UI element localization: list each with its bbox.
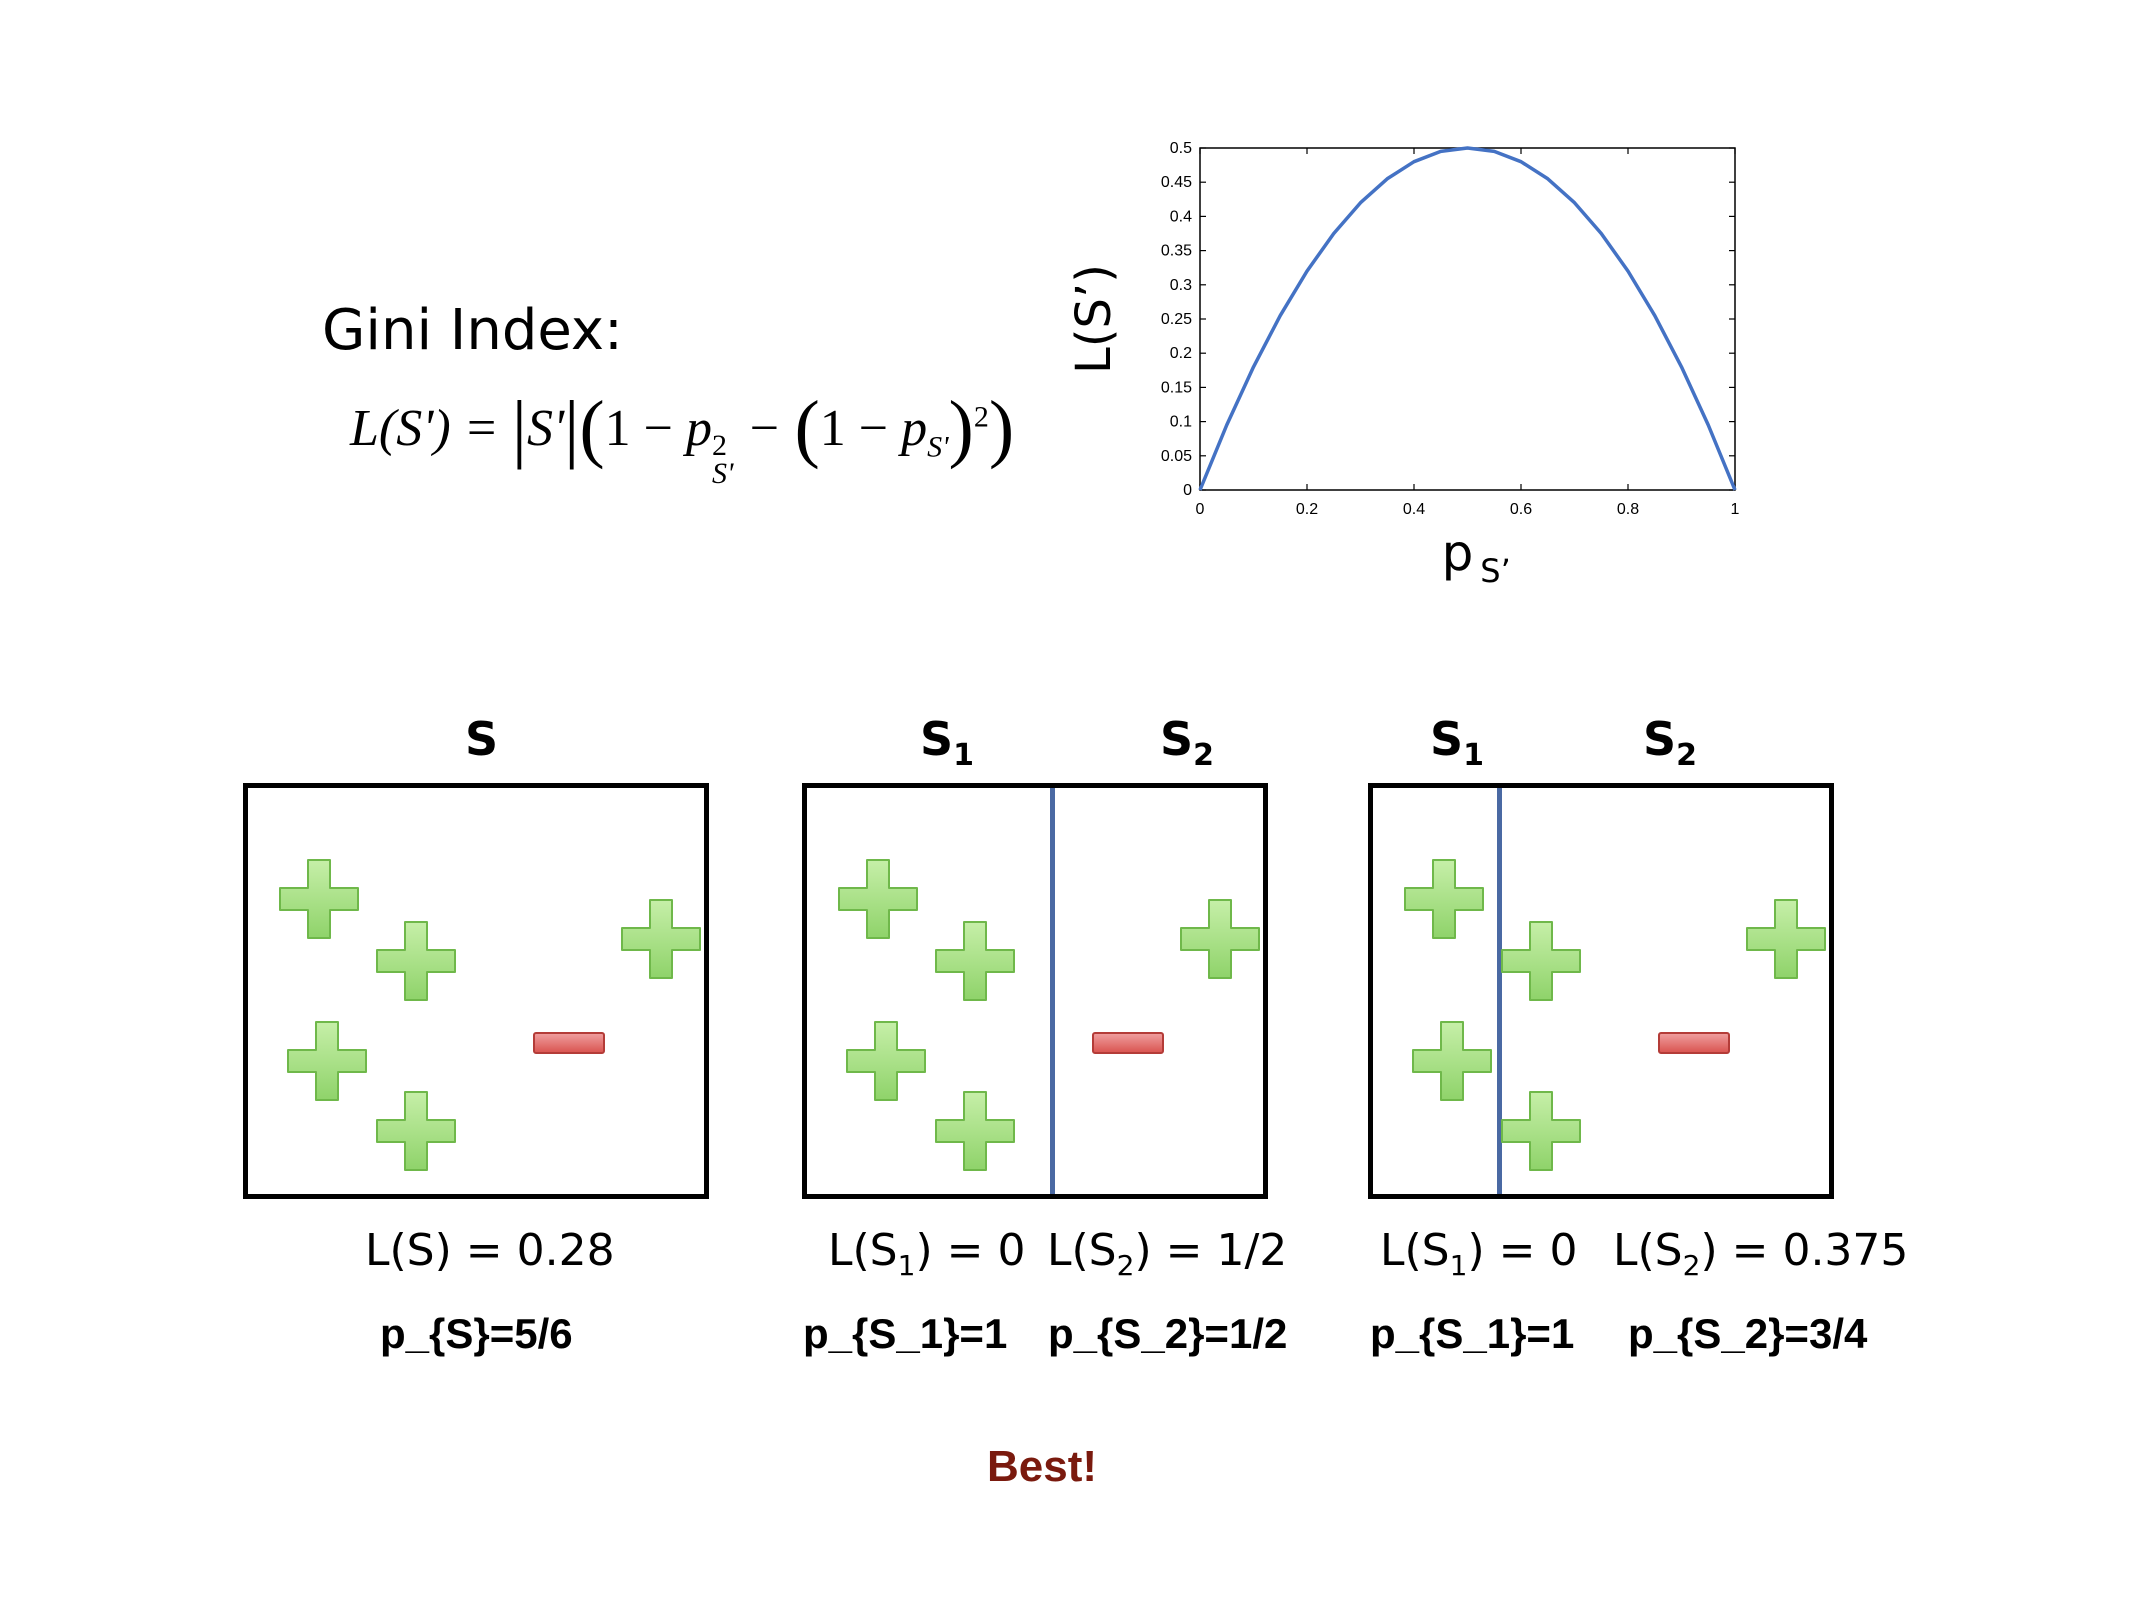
- plus-icon: [1411, 1020, 1493, 1102]
- formula-p2-sub: S': [927, 430, 949, 464]
- gini-curve-chart: 0 0.2 0.4 0.6 0.8 1 0 0.05 0.1 0.15 0.2 0.25 0.3 0.35…: [1066, 140, 1740, 590]
- loss-sub: 2: [1682, 1248, 1701, 1282]
- x-axis-label: p: [1442, 524, 1474, 582]
- y-tick-label: 0.3: [1170, 277, 1192, 294]
- y-tick-label: 0.25: [1161, 311, 1192, 328]
- plus-icon: [620, 898, 702, 980]
- loss-value: L(S) = 0.28: [365, 1225, 615, 1276]
- split-panel: [802, 783, 1268, 1199]
- loss-post: ) = 1/2: [1134, 1225, 1288, 1276]
- split-header: S1: [920, 712, 974, 773]
- loss-post: ) = 0.375: [1700, 1225, 1909, 1276]
- split-header: S2: [1160, 712, 1214, 773]
- y-tick-label: 0.2: [1170, 345, 1192, 362]
- probability-value: p_{S_1}=1: [1370, 1310, 1575, 1357]
- formula-one: 1 −: [604, 400, 673, 457]
- loss-pre: L(S: [1613, 1225, 1683, 1276]
- x-tick-label: 1: [1731, 501, 1740, 518]
- y-tick-label: 0.45: [1161, 174, 1192, 191]
- formula-p1-sup: 2: [711, 429, 727, 462]
- y-tick-label: 0.15: [1161, 379, 1192, 396]
- loss-value: L(S1) = 0: [1380, 1225, 1577, 1282]
- plus-icon: [1403, 858, 1485, 940]
- split-header-sub: 2: [1193, 738, 1215, 774]
- split-panel: [1368, 783, 1834, 1199]
- loss-sub: 1: [897, 1248, 916, 1282]
- probability-value: p_{S_1}=1: [803, 1310, 1008, 1357]
- gini-curve-line: [1198, 146, 1737, 491]
- split-header-sub: 1: [953, 738, 975, 774]
- x-tick-label: 0.4: [1403, 501, 1425, 518]
- formula-sq: 2: [973, 400, 989, 434]
- split-divider: [1497, 788, 1502, 1194]
- split-header-main: S: [465, 712, 499, 766]
- plus-icon: [375, 920, 457, 1002]
- plus-icon: [934, 1090, 1016, 1172]
- plus-icon: [1745, 898, 1827, 980]
- formula-minus: −: [746, 400, 782, 457]
- split-divider: [1050, 788, 1055, 1194]
- split-header-sub: 1: [1463, 738, 1485, 774]
- loss-pre: L(S: [1047, 1225, 1117, 1276]
- formula-p1-sub: S': [711, 457, 734, 490]
- y-tick-label: 0.05: [1161, 448, 1192, 465]
- loss-value: L(S2) = 1/2: [1047, 1225, 1287, 1282]
- plus-icon: [845, 1020, 927, 1102]
- split-panel: [243, 783, 709, 1199]
- split-header-main: S: [1643, 712, 1677, 766]
- minus-icon: [533, 1032, 605, 1054]
- split-header-sub: 2: [1676, 738, 1698, 774]
- y-tick-label: 0: [1183, 482, 1192, 499]
- best-label: Best!: [987, 1442, 1098, 1491]
- formula-one-b: 1 −: [819, 400, 889, 457]
- formula-p1: p: [685, 400, 712, 457]
- x-axis-label-sub: S’: [1480, 552, 1510, 590]
- loss-value: L(S2) = 0.375: [1613, 1225, 1908, 1282]
- gini-formula: L(S') = |S'|(1 − p 2 S' − (1 − pS')2): [350, 386, 1015, 490]
- loss-post: ) = 0: [1467, 1225, 1578, 1276]
- split-header: S2: [1643, 712, 1697, 773]
- y-axis-label: L(S’): [1066, 264, 1122, 374]
- formula-p2: p: [901, 400, 928, 457]
- plus-icon: [1500, 1090, 1582, 1172]
- loss-text: L(S) = 0.28: [365, 1225, 615, 1276]
- loss-sub: 2: [1116, 1248, 1135, 1282]
- y-tick-label: 0.4: [1170, 208, 1192, 225]
- split-header: S1: [1430, 712, 1484, 773]
- formula-abs: S': [526, 400, 565, 457]
- loss-pre: L(S: [828, 1225, 898, 1276]
- formula-lhs: L(S') =: [350, 400, 499, 457]
- minus-icon: [1092, 1032, 1164, 1054]
- split-header-main: S: [1160, 712, 1194, 766]
- x-tick-label: 0.6: [1510, 501, 1532, 518]
- y-tick-label: 0.1: [1170, 414, 1192, 431]
- plus-icon: [286, 1020, 368, 1102]
- plus-icon: [278, 858, 360, 940]
- loss-pre: L(S: [1380, 1225, 1450, 1276]
- loss-value: L(S1) = 0: [828, 1225, 1025, 1282]
- loss-sub: 1: [1449, 1248, 1468, 1282]
- y-tick-label: 0.35: [1161, 243, 1192, 260]
- probability-value: p_{S_2}=1/2: [1048, 1310, 1288, 1357]
- gini-index-title: Gini Index:: [322, 298, 623, 363]
- probability-value: p_{S}=5/6: [380, 1310, 573, 1357]
- y-tick-label: 0.5: [1170, 140, 1192, 157]
- probability-value: p_{S_2}=3/4: [1628, 1310, 1868, 1357]
- x-tick-label: 0: [1196, 501, 1205, 518]
- plus-icon: [837, 858, 919, 940]
- x-tick-label: 0.8: [1617, 501, 1639, 518]
- split-header-main: S: [1430, 712, 1464, 766]
- loss-post: ) = 0: [915, 1225, 1026, 1276]
- split-header-main: S: [920, 712, 954, 766]
- x-tick-label: 0.2: [1296, 501, 1318, 518]
- minus-icon: [1658, 1032, 1730, 1054]
- plus-icon: [375, 1090, 457, 1172]
- plus-icon: [1500, 920, 1582, 1002]
- plus-icon: [934, 920, 1016, 1002]
- split-header: S: [465, 712, 498, 766]
- plus-icon: [1179, 898, 1261, 980]
